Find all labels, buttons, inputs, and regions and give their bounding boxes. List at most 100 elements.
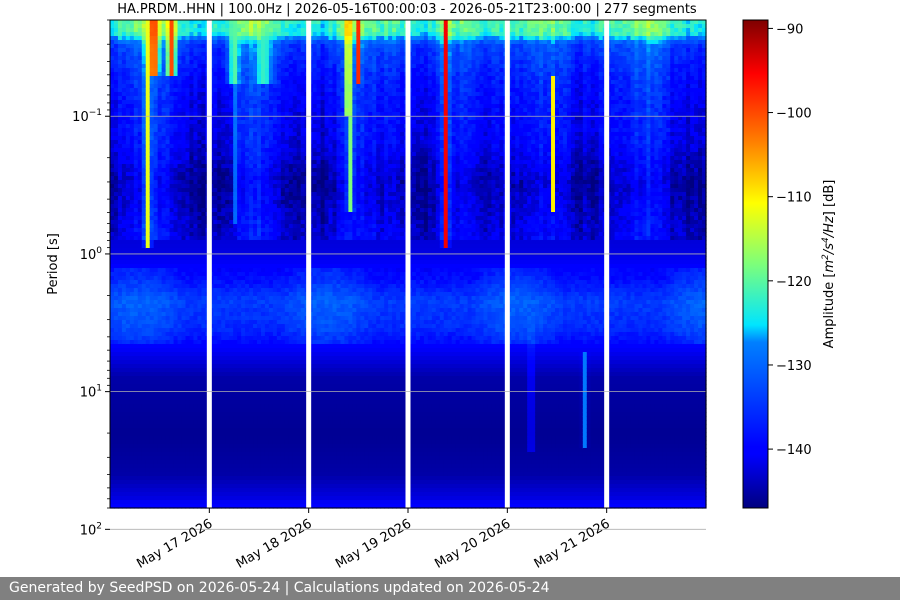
heatmap-cell [189, 436, 195, 441]
heatmap-cell [157, 404, 163, 409]
heatmap-cell [141, 276, 147, 281]
heatmap-cell [221, 376, 226, 381]
heatmap-cell [177, 496, 183, 501]
heatmap-cell [197, 132, 202, 137]
heatmap-cell [141, 348, 147, 353]
heatmap-cell [157, 256, 163, 261]
heatmap-cell [225, 28, 230, 33]
heatmap-cell [189, 52, 195, 57]
heatmap-cell [237, 284, 242, 289]
heatmap-cell [257, 100, 262, 105]
heatmap-cell [185, 100, 191, 105]
heatmap-cell [233, 352, 238, 357]
heatmap-cell [161, 388, 167, 393]
heatmap-cell [125, 124, 131, 129]
heatmap-cell [201, 120, 206, 125]
heatmap-cell [233, 124, 238, 129]
heatmap-cell [229, 20, 234, 25]
heatmap-cell [257, 236, 262, 241]
heatmap-cell [133, 176, 139, 181]
heatmap-cell [201, 312, 206, 317]
heatmap-cell [257, 184, 262, 189]
heatmap-cell [237, 468, 242, 473]
heatmap-cell [241, 236, 246, 241]
heatmap-cell [245, 492, 250, 497]
heatmap-cell [129, 192, 135, 197]
heatmap-cell [177, 320, 183, 325]
heatmap-cell [197, 32, 202, 37]
heatmap-cell [264, 164, 270, 169]
heatmap-cell [149, 276, 155, 281]
heatmap-cell [129, 312, 135, 317]
heatmap-cell [117, 176, 123, 181]
heatmap-cell [145, 256, 151, 261]
heatmap-cell [173, 100, 179, 105]
heatmap-cell [137, 464, 143, 469]
heatmap-cell [213, 388, 218, 393]
heatmap-cell [221, 332, 226, 337]
heatmap-cell [133, 56, 139, 61]
heatmap-cell [117, 212, 123, 217]
heatmap-cell [225, 180, 230, 185]
heatmap-cell [177, 484, 183, 489]
heatmap-cell [233, 220, 238, 225]
heatmap-cell [197, 436, 202, 441]
heatmap-cell [213, 76, 218, 81]
heatmap-cell [257, 172, 262, 177]
heatmap-cell [169, 132, 175, 137]
heatmap-cell [157, 184, 163, 189]
heatmap-cell [268, 424, 274, 429]
heatmap-cell [229, 160, 234, 165]
heatmap-cell [201, 184, 206, 189]
heatmap-cell [177, 436, 183, 441]
heatmap-cell [213, 448, 218, 453]
heatmap-cell [149, 368, 155, 373]
heatmap-cell [153, 100, 159, 105]
heatmap-cell [233, 388, 238, 393]
heatmap-cell [189, 268, 195, 273]
heatmap-cell [181, 116, 187, 121]
heatmap-cell [189, 220, 195, 225]
heatmap-cell [129, 228, 135, 233]
heatmap-cell [260, 124, 266, 129]
heatmap-cell [260, 64, 266, 69]
heatmap-cell [189, 504, 195, 509]
heatmap-cell [201, 472, 206, 477]
heatmap-cell [253, 236, 258, 241]
heatmap-cell [193, 420, 199, 425]
heatmap-cell [264, 168, 270, 173]
heatmap-cell [197, 52, 202, 57]
heatmap-cell [117, 388, 123, 393]
heatmap-cell [257, 388, 262, 393]
heatmap-cell [264, 80, 270, 85]
heatmap-cell [145, 96, 151, 101]
heatmap-cell [260, 356, 266, 361]
heatmap-cell [245, 36, 250, 41]
heatmap-cell [201, 444, 206, 449]
heatmap-cell [157, 292, 163, 297]
heatmap-cell [221, 76, 226, 81]
heatmap-cell [253, 256, 258, 261]
heatmap-cell [241, 44, 246, 49]
heatmap-cell [153, 28, 159, 33]
heatmap-cell [137, 172, 143, 177]
heatmap-cell [145, 180, 151, 185]
heatmap-cell [257, 356, 262, 361]
heatmap-cell [117, 168, 123, 173]
heatmap-cell [233, 372, 238, 377]
heatmap-cell [201, 48, 206, 53]
heatmap-cell [245, 276, 250, 281]
heatmap-cell [233, 196, 238, 201]
heatmap-cell [260, 484, 266, 489]
heatmap-cell [161, 188, 167, 193]
heatmap-cell [145, 344, 151, 349]
heatmap-cell [245, 32, 250, 37]
heatmap-cell [145, 440, 151, 445]
heatmap-cell [197, 340, 202, 345]
heatmap-cell [117, 292, 123, 297]
heatmap-cell [137, 484, 143, 489]
heatmap-cell [217, 72, 222, 77]
heatmap-cell [129, 468, 135, 473]
heatmap-cell [145, 184, 151, 189]
heatmap-cell [245, 436, 250, 441]
